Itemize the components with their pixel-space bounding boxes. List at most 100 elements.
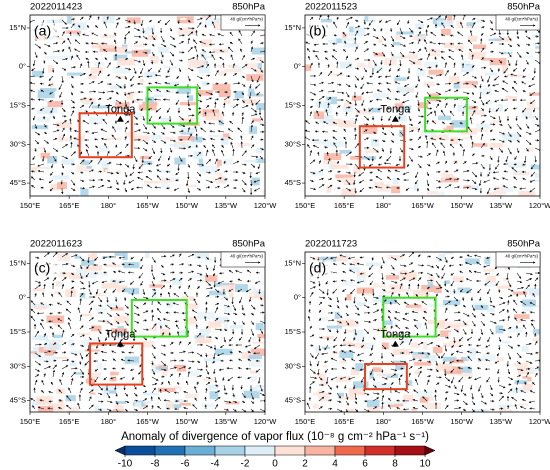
field-patch [365,149,378,154]
field-patch [145,22,150,28]
field-patch [486,100,494,105]
field-patch [126,17,141,24]
field-patch [464,399,474,402]
vector [34,147,37,152]
vector [165,75,171,78]
field-patch [432,346,443,354]
vector [48,179,54,184]
vector [232,63,236,69]
field-patch [438,115,452,121]
vector [97,103,100,109]
field-patch [479,87,492,96]
vector [223,184,230,189]
vector [214,15,217,21]
field-patch [336,38,342,43]
vector [142,43,148,46]
vector [201,33,207,37]
field-patch [395,34,402,41]
vector [248,91,252,100]
lon-tick-label: 150°W [175,417,199,426]
vector [74,39,81,45]
vector [214,98,220,101]
vector [88,81,95,85]
vector [61,127,65,133]
field-patch [427,190,439,195]
field-patch [369,65,382,68]
vector [154,74,162,77]
vector [79,179,85,182]
field-patch [215,172,223,176]
vector [102,118,108,125]
vector [79,16,84,21]
vector [323,139,329,142]
vector [42,67,45,74]
vector [241,179,247,186]
vector [212,149,216,157]
field-patch [346,360,357,366]
field-patch [405,304,422,308]
vector [61,75,64,84]
vector [208,122,216,125]
vector [106,90,115,93]
field-patch [84,349,100,352]
field-patch [539,348,540,356]
vector [324,57,329,61]
field-patch [99,145,110,153]
field-patch [327,73,345,76]
field-patch [413,182,419,191]
vector [249,83,252,89]
field-patch [522,299,537,307]
vector [115,151,123,157]
field-patch [210,255,218,260]
vector [241,187,246,193]
vector [237,127,243,133]
field-patch [373,52,384,57]
field-patch [319,164,330,172]
field-patch [36,109,53,114]
vector [169,27,173,32]
field-patch [234,90,244,99]
field-patch [382,297,397,304]
field-patch [135,275,151,282]
field-patch [137,149,153,157]
field-patch [539,172,540,178]
vector [133,115,138,120]
field-patch [371,138,379,147]
field-patch [143,180,160,184]
colorbar-tick-label: 4 [332,459,338,470]
field-patch [412,307,428,312]
field-patch [96,362,103,370]
field-patch [372,381,381,389]
field-patch [498,370,517,373]
field-patch [413,317,423,323]
vector [133,35,142,38]
field-patch [114,252,125,256]
field-patch [349,388,366,396]
field-patch [507,164,526,168]
vector [324,146,329,149]
field-patch [223,99,231,104]
field-patch [476,19,484,23]
field-patch [488,38,502,41]
field-patch [528,157,540,161]
vector [256,75,261,83]
lon-tick-label: 135°W [215,201,239,210]
field-patch [199,165,218,173]
field-patch [426,89,440,95]
lat-tick-label: 0° [19,293,26,302]
field-patch [247,94,264,97]
field-patch [201,81,208,87]
field-patch [158,280,171,284]
vector [221,144,225,149]
field-patch [353,166,361,174]
field-patch [313,140,330,145]
vector [148,155,153,160]
vector [88,73,92,77]
field-patch [350,155,360,160]
vector [43,123,47,128]
vector [52,129,60,133]
field-patch [477,252,493,257]
field-patch [469,347,477,355]
vector [85,57,90,61]
